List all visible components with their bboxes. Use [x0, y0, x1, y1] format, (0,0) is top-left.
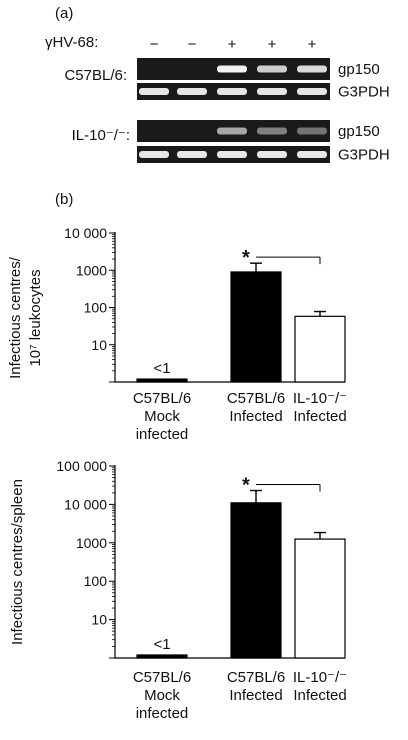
leukocyte-chart: 10 000 1000 100 10 Infectious centres/10⁷ le…	[7, 225, 347, 443]
x-category-label: C57BL/6	[227, 390, 285, 407]
y-axis-label: Infectious centres/	[7, 256, 24, 379]
y-tick-label: 100 000	[56, 458, 107, 474]
x-category-label: infected	[136, 426, 189, 443]
gel-group: IL-10⁻/⁻: gp150 G3PDH	[72, 120, 390, 164]
gel-band	[217, 151, 247, 158]
gel-band	[297, 151, 327, 158]
gel-row-label: gp150	[338, 123, 380, 140]
gel-group-name: C57BL/6:	[64, 67, 127, 84]
bar	[136, 654, 188, 659]
bar	[230, 502, 282, 659]
lane-signs: − − + + +	[150, 36, 317, 53]
gel-band	[297, 88, 327, 95]
lane-sign: +	[308, 36, 317, 53]
y-axis-label: Infectious centres/spleen	[9, 479, 26, 645]
x-category-label: C57BL/6	[133, 669, 191, 686]
gel-group: C57BL/6: gp150 G3PDH	[64, 58, 390, 101]
gel-band	[217, 127, 247, 135]
gel-band	[257, 65, 287, 73]
x-category-label: Mock	[144, 687, 180, 704]
x-category-label: Infected	[293, 408, 346, 425]
y-tick-label: 10	[91, 337, 107, 353]
bar-data-label: <1	[153, 360, 170, 377]
significance-marker: *	[242, 247, 250, 269]
gel-band	[297, 65, 327, 73]
gel-band	[257, 127, 287, 135]
gel-band	[217, 65, 247, 73]
bar-data-label: <1	[153, 636, 170, 653]
x-category-label: Infected	[229, 687, 282, 704]
bar	[294, 315, 346, 383]
x-category-label: Infected	[293, 687, 346, 704]
y-tick-label: 1000	[76, 535, 107, 551]
gel-band	[139, 151, 169, 158]
gel-band	[139, 88, 169, 95]
bar	[230, 271, 282, 383]
y-axis-label: 10⁷ leukocytes	[27, 269, 44, 366]
lane-sign: +	[268, 36, 277, 53]
y-tick-label: 10 000	[64, 225, 107, 241]
y-tick-label: 100	[84, 300, 108, 316]
gel-band	[177, 88, 207, 95]
x-category-label: Infected	[229, 408, 282, 425]
gel-row-label: G3PDH	[338, 84, 390, 101]
y-tick-label: 100	[84, 573, 108, 589]
gel-row-label: gp150	[338, 61, 380, 78]
x-category-label: C57BL/6	[227, 669, 285, 686]
significance-marker: *	[242, 475, 250, 497]
x-category-label: Mock	[144, 408, 180, 425]
gel-band	[297, 127, 327, 135]
y-tick-label: 1000	[76, 262, 107, 278]
gel-band	[257, 88, 287, 95]
y-tick-label: 10 000	[64, 496, 107, 512]
gel-group-name: IL-10⁻/⁻:	[72, 127, 130, 144]
panel-b-label: (b)	[55, 191, 73, 208]
treatment-label: γHV-68:	[45, 34, 98, 51]
gel-groups: C57BL/6: gp150 G3PDH IL-10⁻/⁻: gp150 G3PDH	[64, 58, 390, 164]
gel-band	[177, 151, 207, 158]
x-category-label: IL-10⁻/⁻	[293, 390, 347, 407]
y-tick-label: 10	[91, 612, 107, 628]
gel-row-label: G3PDH	[338, 147, 390, 164]
gel-band	[257, 151, 287, 158]
lane-sign: −	[188, 36, 197, 53]
panel-a-label: (a)	[55, 5, 73, 22]
lane-sign: +	[228, 36, 237, 53]
x-category-label: IL-10⁻/⁻	[293, 669, 347, 686]
bar	[294, 538, 346, 659]
gel-band	[217, 88, 247, 95]
lane-sign: −	[150, 36, 159, 53]
bar	[136, 378, 188, 383]
x-category-label: C57BL/6	[133, 390, 191, 407]
spleen-chart: 100 000 10 000 1000 100 10 Infectious centres…	[9, 458, 347, 722]
x-category-label: infected	[136, 705, 189, 722]
